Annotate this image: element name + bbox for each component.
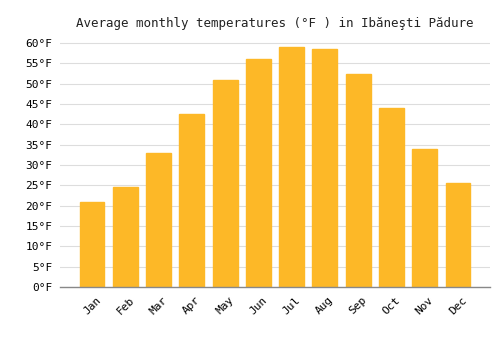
Bar bbox=[379, 108, 404, 287]
Bar bbox=[446, 183, 470, 287]
Bar bbox=[212, 80, 238, 287]
Bar bbox=[312, 49, 338, 287]
Bar bbox=[180, 114, 204, 287]
Bar bbox=[279, 47, 304, 287]
Bar bbox=[246, 60, 271, 287]
Bar bbox=[346, 74, 370, 287]
Title: Average monthly temperatures (°F ) in Ibăneşti Pădure: Average monthly temperatures (°F ) in Ib… bbox=[76, 17, 474, 30]
Bar bbox=[412, 149, 437, 287]
Bar bbox=[146, 153, 171, 287]
Bar bbox=[80, 202, 104, 287]
Bar bbox=[113, 187, 138, 287]
